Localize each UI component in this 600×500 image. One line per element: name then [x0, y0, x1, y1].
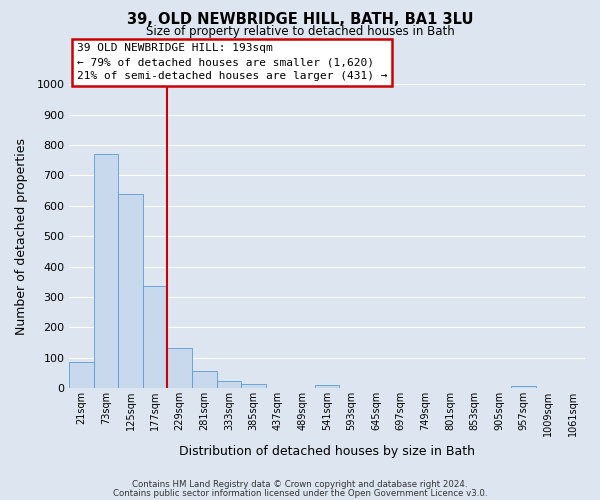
Text: 39, OLD NEWBRIDGE HILL, BATH, BA1 3LU: 39, OLD NEWBRIDGE HILL, BATH, BA1 3LU [127, 12, 473, 28]
Bar [143, 286, 167, 388]
Bar [69, 362, 94, 388]
Bar [167, 348, 192, 388]
Bar [94, 154, 118, 388]
Text: Contains public sector information licensed under the Open Government Licence v3: Contains public sector information licen… [113, 488, 487, 498]
Bar [315, 386, 340, 388]
X-axis label: Distribution of detached houses by size in Bath: Distribution of detached houses by size … [179, 444, 475, 458]
Bar [118, 194, 143, 388]
Text: 39 OLD NEWBRIDGE HILL: 193sqm
← 79% of detached houses are smaller (1,620)
21% o: 39 OLD NEWBRIDGE HILL: 193sqm ← 79% of d… [77, 44, 388, 82]
Bar [217, 382, 241, 388]
Y-axis label: Number of detached properties: Number of detached properties [15, 138, 28, 334]
Bar [511, 386, 536, 388]
Bar [192, 370, 217, 388]
Text: Size of property relative to detached houses in Bath: Size of property relative to detached ho… [146, 25, 454, 38]
Text: Contains HM Land Registry data © Crown copyright and database right 2024.: Contains HM Land Registry data © Crown c… [132, 480, 468, 489]
Bar [241, 384, 266, 388]
